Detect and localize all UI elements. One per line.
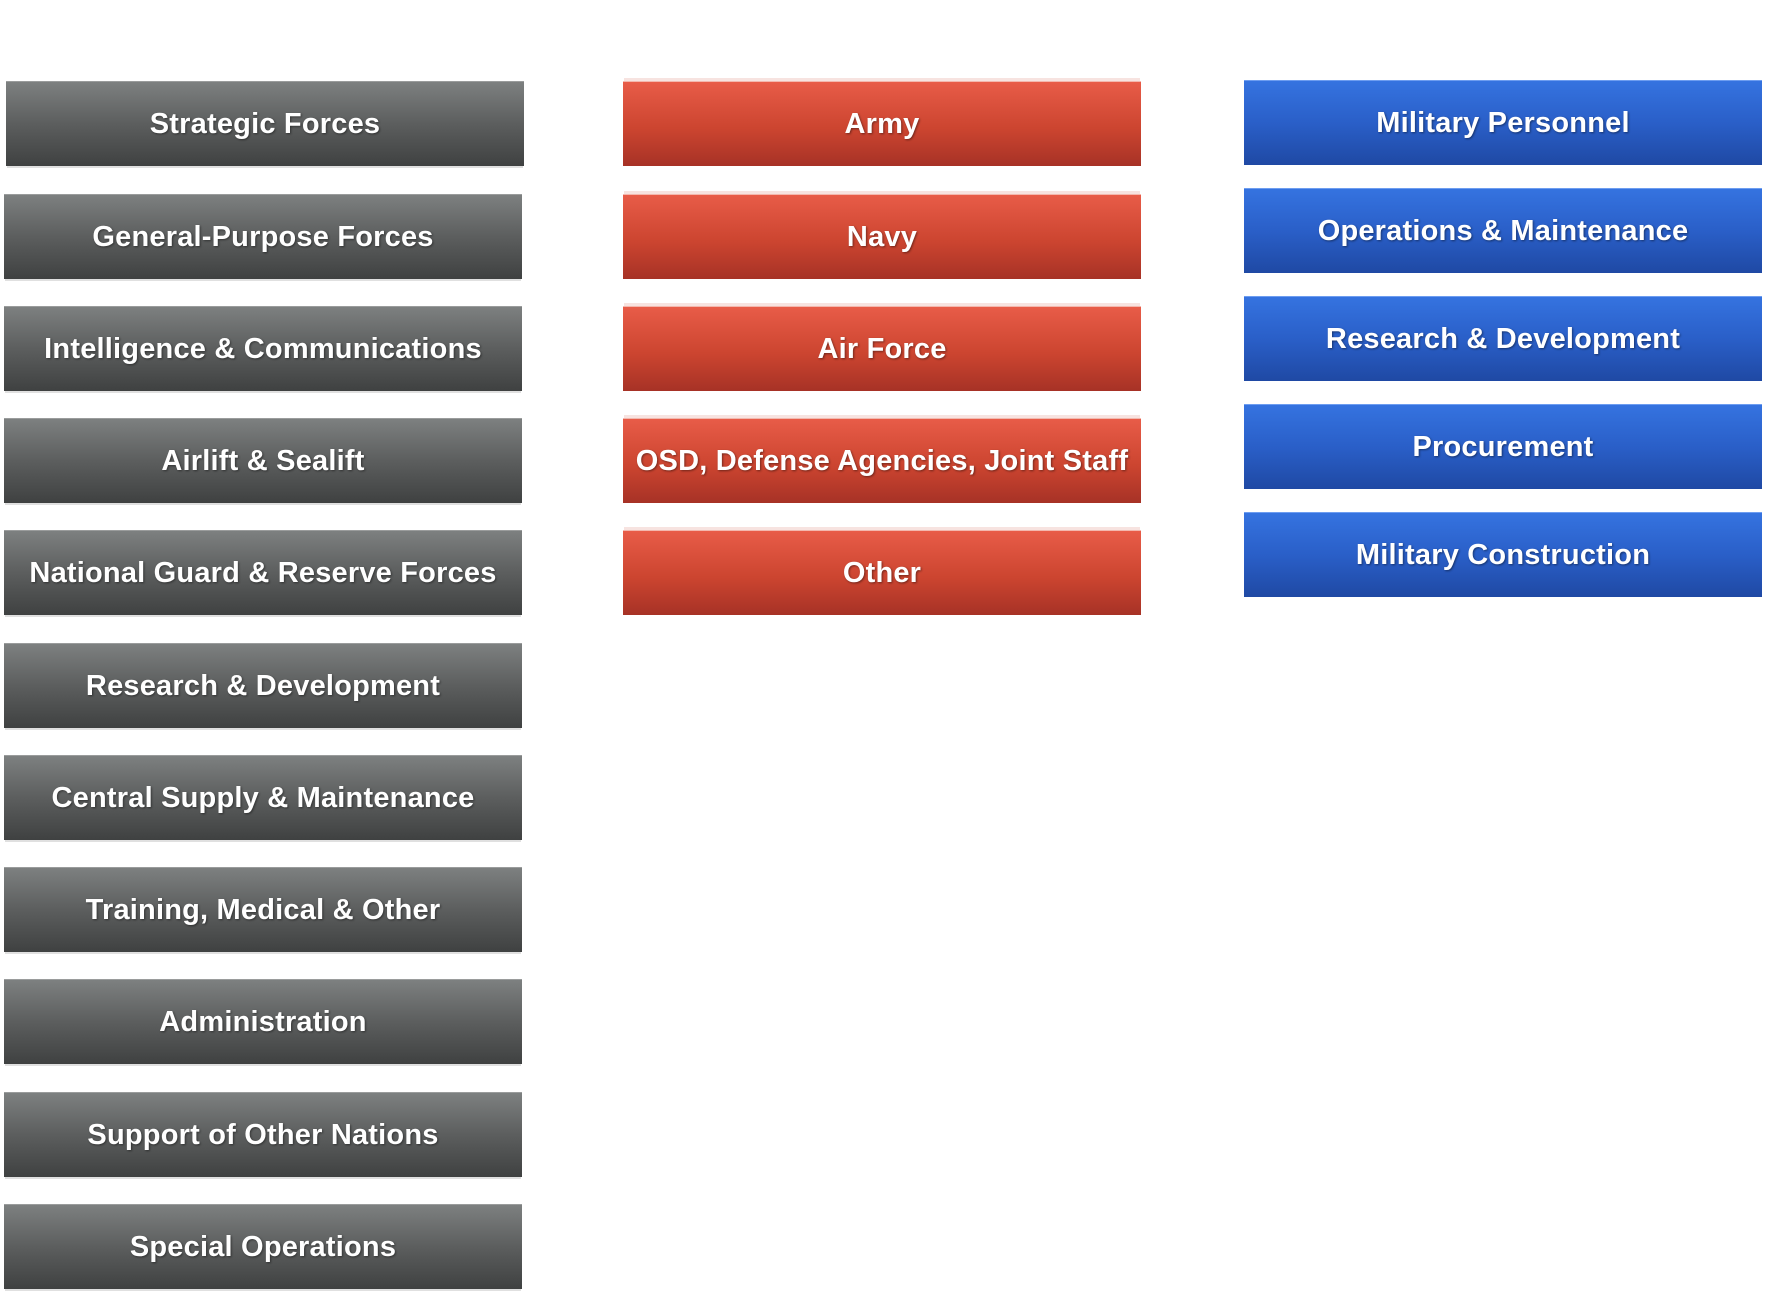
appropriation-label: Operations & Maintenance [1317,214,1689,247]
program-box-national-guard-reserve: National Guard & Reserve Forces [4,530,522,615]
program-label: National Guard & Reserve Forces [29,556,497,589]
component-box-osd-defense-agencies: OSD, Defense Agencies, Joint Staff [623,418,1141,503]
appropriation-label: Military Personnel [1376,106,1630,139]
program-box-intelligence-communications: Intelligence & Communications [4,306,522,391]
component-box-navy: Navy [623,194,1141,279]
program-label: Administration [159,1005,367,1038]
program-box-support-other-nations: Support of Other Nations [4,1092,522,1177]
appropriation-label: Research & Development [1325,322,1681,355]
appropriation-box-military-construction: Military Construction [1244,512,1762,597]
program-label: Training, Medical & Other [85,893,441,926]
program-label: Support of Other Nations [87,1118,439,1151]
program-box-administration: Administration [4,979,522,1064]
program-label: Strategic Forces [149,107,381,140]
appropriation-box-operations-maintenance: Operations & Maintenance [1244,188,1762,273]
component-label: Army [844,107,920,140]
component-label: OSD, Defense Agencies, Joint Staff [635,444,1129,477]
program-box-special-operations: Special Operations [4,1204,522,1289]
program-box-central-supply-maintenance: Central Supply & Maintenance [4,755,522,840]
program-label: General-Purpose Forces [92,220,434,253]
program-box-training-medical-other: Training, Medical & Other [4,867,522,952]
component-box-army: Army [623,81,1141,166]
component-box-air-force: Air Force [623,306,1141,391]
program-label: Central Supply & Maintenance [51,781,475,814]
appropriation-label: Procurement [1412,430,1594,463]
appropriation-box-military-personnel: Military Personnel [1244,80,1762,165]
program-label: Intelligence & Communications [44,332,482,365]
appropriation-box-research-development: Research & Development [1244,296,1762,381]
program-box-general-purpose-forces: General-Purpose Forces [4,194,522,279]
appropriation-label: Military Construction [1355,538,1651,571]
program-box-research-development: Research & Development [4,643,522,728]
component-label: Other [842,556,922,589]
component-label: Navy [846,220,918,253]
component-label: Air Force [817,332,947,365]
program-label: Airlift & Sealift [161,444,365,477]
component-box-other: Other [623,530,1141,615]
program-label: Special Operations [129,1230,397,1263]
program-label: Research & Development [85,669,441,702]
program-box-strategic-forces: Strategic Forces [6,81,524,166]
appropriation-box-procurement: Procurement [1244,404,1762,489]
program-box-airlift-sealift: Airlift & Sealift [4,418,522,503]
